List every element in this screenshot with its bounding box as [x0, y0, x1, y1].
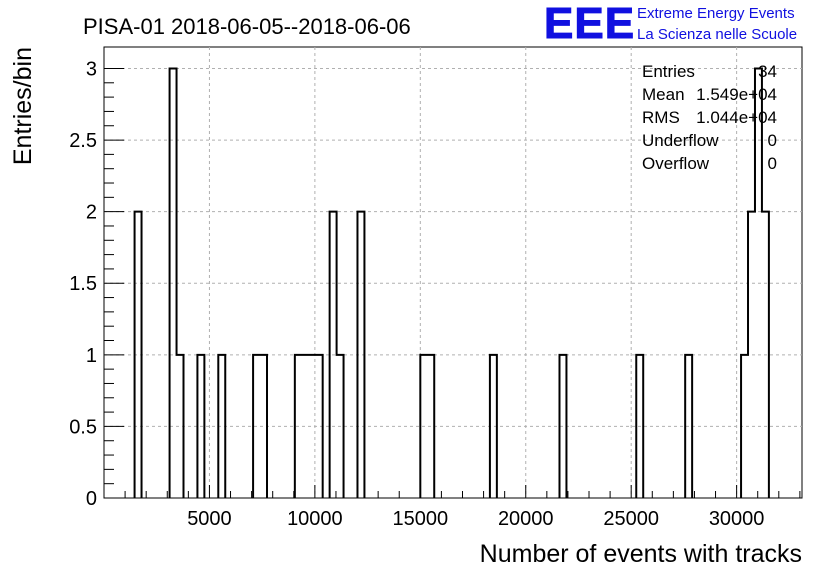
x-tick-label: 20000 [498, 508, 554, 530]
x-tick-label: 25000 [603, 508, 659, 530]
stats-mean-label: Mean [642, 85, 685, 104]
y-axis-title: Entries/bin [9, 47, 37, 165]
y-tick-label: 2.5 [69, 130, 97, 152]
y-tick-label: 0 [86, 488, 97, 510]
logo-line-2: La Scienza nelle Scuole [637, 26, 797, 43]
x-tick-label: 10000 [287, 508, 343, 530]
stats-rms-value: 1.044e+04 [696, 108, 777, 127]
eee-logo: EEE Extreme Energy Events La Scienza nel… [544, 0, 798, 49]
stats-overflow-label: Overflow [642, 154, 710, 173]
axes: 5000 10000 15000 20000 25000 30000 0 0.5 1 1.5 2 2.… [69, 58, 801, 530]
stats-overflow-value: 0 [768, 154, 777, 173]
stats-underflow-label: Underflow [642, 131, 719, 150]
histogram-outline [133, 67, 770, 498]
y-tick-label: 1.5 [69, 273, 97, 295]
y-tick-label: 1 [86, 345, 97, 367]
eee-logo-text: EEE [544, 0, 635, 48]
x-tick-label: 5000 [187, 508, 232, 530]
x-axis-title: Number of events with tracks [480, 540, 802, 568]
chart-title: PISA-01 2018-06-05--2018-06-06 [83, 14, 411, 39]
x-tick-label: 15000 [393, 508, 449, 530]
y-tick-label: 0.5 [69, 416, 97, 438]
stats-rms-label: RMS [642, 108, 680, 127]
y-tick-label: 2 [86, 202, 97, 224]
plot-frame [103, 46, 803, 499]
stats-box: Entries 34 Mean 1.549e+04 RMS 1.044e+04 … [642, 62, 777, 173]
logo-line-1: Extreme Energy Events [637, 5, 795, 22]
stats-underflow-value: 0 [768, 131, 777, 150]
x-tick-label: 30000 [709, 508, 765, 530]
stats-entries-label: Entries [642, 62, 695, 81]
stats-mean-value: 1.549e+04 [696, 85, 777, 104]
y-tick-label: 3 [86, 58, 97, 80]
stats-entries-value: 34 [758, 62, 777, 81]
